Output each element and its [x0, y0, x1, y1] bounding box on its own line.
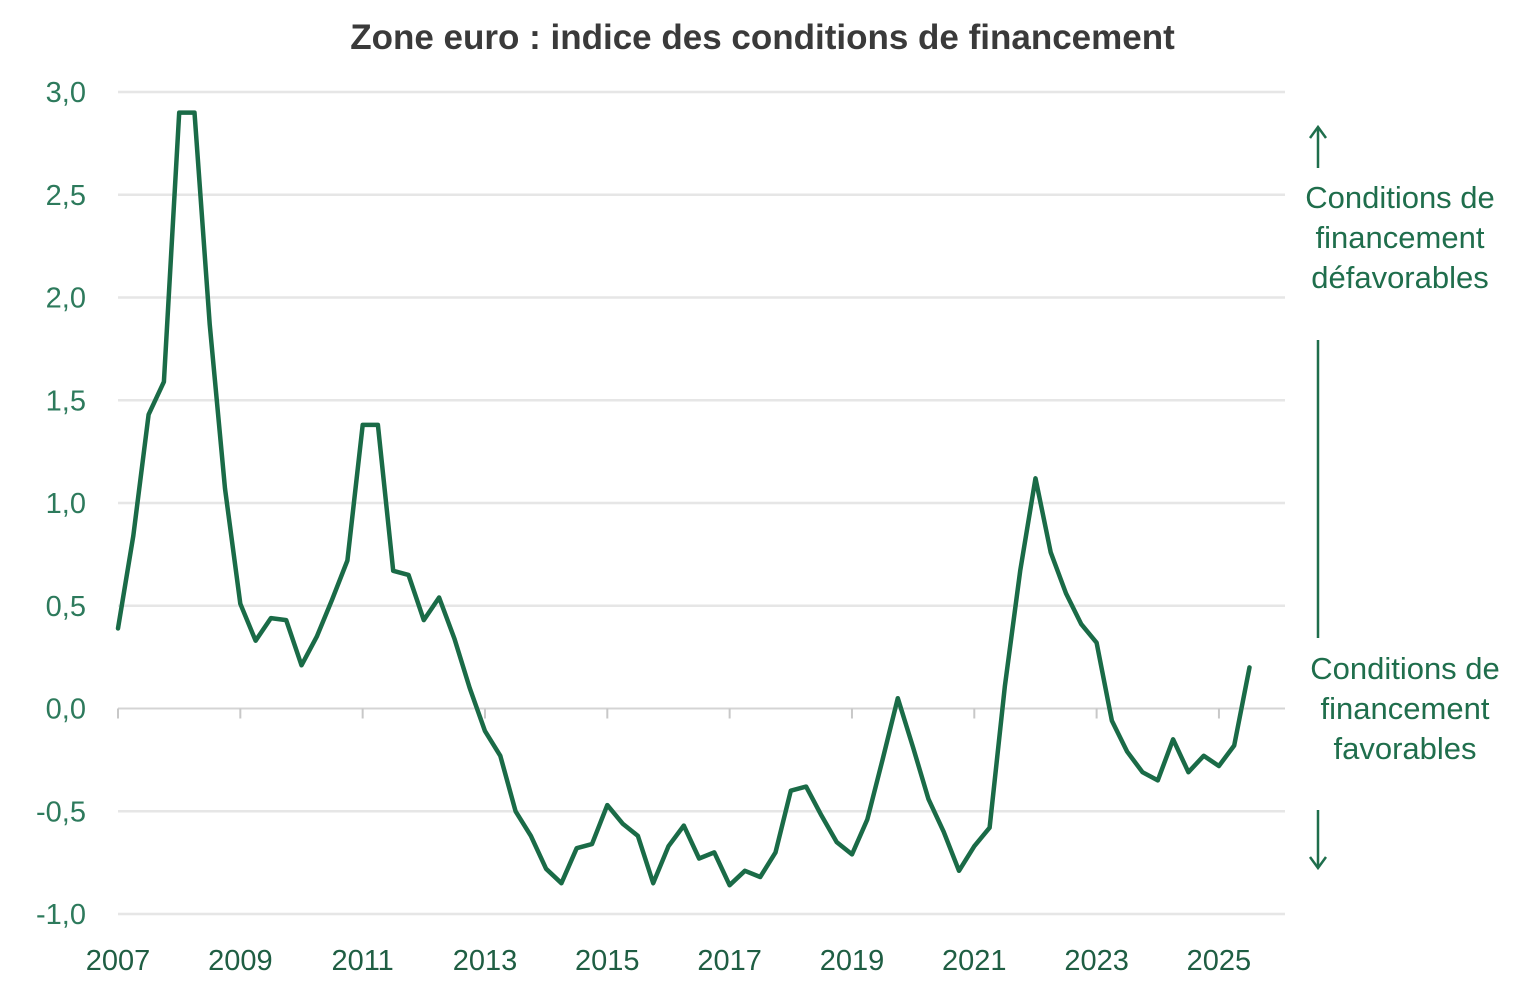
- series-line: [115, 110, 1252, 888]
- favorable-line-1: Conditions de: [1310, 651, 1500, 686]
- favorable-conditions-label: Conditions de financement favorables: [1285, 649, 1525, 769]
- y-tick-label: 3,0: [46, 77, 86, 109]
- x-tick-label: 2007: [86, 945, 151, 977]
- y-tick-label: -1,0: [36, 899, 86, 931]
- chart-title: Zone euro : indice des conditions de fin…: [350, 18, 1175, 57]
- x-tick-label: 2015: [575, 945, 640, 977]
- unfavorable-line-3: défavorables: [1311, 260, 1489, 295]
- y-tick-label: 0,0: [46, 694, 86, 726]
- y-tick-label: 0,5: [46, 591, 86, 623]
- unfavorable-conditions-label: Conditions de financement défavorables: [1280, 178, 1520, 298]
- arrow-up-head-icon: [1308, 124, 1328, 139]
- x-tick-label: 2011: [331, 945, 393, 977]
- annotation-arrows: [1308, 124, 1328, 871]
- series-layer: [115, 110, 1252, 888]
- unfavorable-line-2: financement: [1315, 220, 1485, 255]
- unfavorable-line-1: Conditions de: [1305, 180, 1495, 215]
- x-tick-label: 2019: [820, 945, 885, 977]
- arrow-down-head-icon: [1308, 856, 1328, 871]
- y-tick-label: 2,0: [46, 283, 86, 315]
- y-tick-label: 1,5: [46, 385, 86, 417]
- x-tick-label: 2009: [208, 945, 273, 977]
- gridlines: [118, 90, 1285, 916]
- y-tick-label: 1,0: [46, 488, 86, 520]
- y-axis: 3,0 2,5 2,0 1,5 1,0 0,5 0,0 -0,5 -1,0: [36, 77, 86, 931]
- x-tick-label: 2013: [453, 945, 518, 977]
- x-tick-label: 2023: [1064, 945, 1129, 977]
- favorable-line-3: favorables: [1333, 731, 1477, 766]
- favorable-line-2: financement: [1320, 691, 1490, 726]
- y-tick-label: -0,5: [36, 796, 86, 828]
- x-tick-label: 2017: [697, 945, 762, 977]
- x-tick-label: 2021: [942, 945, 1007, 977]
- y-tick-label: 2,5: [46, 180, 86, 212]
- x-axis: 2007 2009 2011 2013 2015 2017 2019 2021 2023 2025: [86, 707, 1285, 977]
- x-tick-label: 2025: [1187, 945, 1252, 977]
